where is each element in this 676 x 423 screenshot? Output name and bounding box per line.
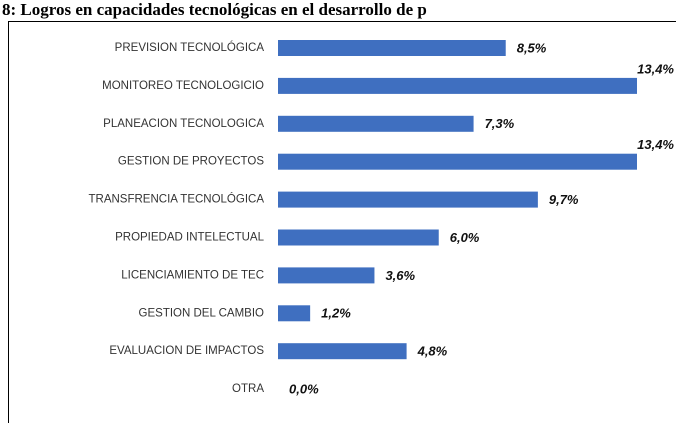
category-label: MONITOREO TECNOLOGICIO <box>102 80 264 92</box>
bar <box>278 267 375 284</box>
category-label: OTRA <box>232 383 264 395</box>
category-label: PREVISION TECNOLÓGICA <box>115 41 265 54</box>
bar <box>278 229 439 246</box>
value-label: 13,4% <box>637 137 674 152</box>
value-label: 7,3% <box>485 116 515 131</box>
value-label: 0,0% <box>289 382 319 397</box>
value-label: 9,7% <box>549 192 579 207</box>
bar <box>278 305 311 322</box>
value-label: 8,5% <box>517 40 547 55</box>
bar <box>278 153 637 170</box>
category-label: PROPIEDAD INTELECTUAL <box>115 232 264 244</box>
value-label: 13,4% <box>637 61 674 76</box>
bar <box>278 77 637 94</box>
bar <box>278 115 474 132</box>
category-label: TRANSFRENCIA TECNOLÓGICA <box>88 193 264 206</box>
bar <box>278 191 538 208</box>
value-label: 3,6% <box>385 268 415 283</box>
bar <box>278 343 407 360</box>
category-label: GESTION DEL CAMBIO <box>139 307 265 319</box>
bar <box>278 40 506 56</box>
value-label: 6,0% <box>450 230 480 245</box>
category-label: PLANEACION TECNOLOGICA <box>103 118 264 130</box>
value-label: 1,2% <box>321 306 351 321</box>
chart-frame <box>8 21 676 423</box>
category-label: EVALUACION DE IMPACTOS <box>109 345 264 357</box>
value-label: 4,8% <box>417 344 448 359</box>
category-label: LICENCIAMIENTO DE TEC <box>121 269 264 281</box>
chart-title: 8: Logros en capacidades tecnológicas en… <box>2 0 427 19</box>
category-label: GESTION DE PROYECTOS <box>118 156 264 168</box>
